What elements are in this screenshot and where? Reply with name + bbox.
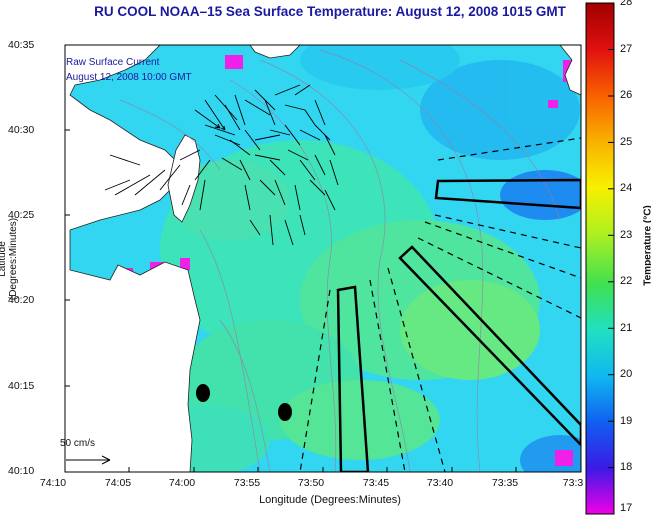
y-tick-label: 40:10 [8, 465, 35, 477]
colorbar-tick-label: 27 [620, 43, 633, 55]
colorbar-tick-label: 28 [620, 0, 633, 8]
colorbar-label: Temperature (°C) [642, 205, 651, 286]
x-tick-label: 74:00 [168, 477, 196, 489]
tick-marks [64, 44, 582, 473]
colorbar-tick-label: 17 [620, 502, 633, 514]
colorbar-tick-label: 22 [620, 275, 633, 287]
colorbar-tick-label: 21 [620, 322, 633, 334]
x-tick-label: 74:05 [104, 477, 132, 489]
x-tick-label: 73:40 [426, 477, 454, 489]
sampling-lines [299, 137, 581, 472]
colorbar-tick-label: 26 [620, 89, 633, 101]
land-ny [249, 45, 301, 59]
x-tick-label: 73:3 [562, 477, 584, 489]
scale-arrow [66, 455, 111, 465]
y-tick-label: 40:35 [8, 39, 35, 51]
mooring-dot [278, 403, 292, 421]
mooring-dot [196, 384, 210, 402]
x-axis-label: Longitude (Degrees:Minutes) [259, 494, 401, 506]
glider-boxes [336, 178, 581, 472]
colorbar-tick-label: 20 [620, 368, 633, 380]
x-tick-label: 74:10 [39, 477, 67, 489]
map-title: RU COOL NOAA–15 Sea Surface Temperature:… [94, 4, 566, 19]
colorbar-tick-label: 24 [620, 182, 633, 194]
y-tick-label: 40:15 [8, 380, 35, 392]
colorbar [585, 2, 615, 515]
colorbar-tick-label: 23 [620, 229, 633, 241]
x-tick-label: 73:50 [297, 477, 325, 489]
x-tick-label: 73:55 [233, 477, 261, 489]
scale-label: 50 cm/s [60, 438, 96, 449]
colorbar-tick-label: 18 [620, 461, 633, 473]
bathymetry-contours [119, 49, 561, 472]
land-mass [65, 45, 201, 472]
x-tick-label: 73:35 [491, 477, 519, 489]
current-vectors [104, 84, 339, 246]
y-tick-label: 40:30 [8, 124, 35, 136]
current-annotation-line1: Raw Surface Current [66, 57, 160, 68]
y-tick-label: 40:25 [8, 209, 35, 221]
sandy-hook [167, 134, 201, 223]
colorbar-tick-label: 19 [620, 415, 633, 427]
x-tick-label: 73:45 [362, 477, 390, 489]
y-axis-label: Latitude (Degrees:Minutes) [0, 217, 19, 301]
current-annotation-line2: August 12, 2008 10:00 GMT [66, 72, 192, 83]
colorbar-tick-label: 25 [620, 136, 633, 148]
colorbar-ticks [608, 2, 614, 515]
y-tick-label: 40:20 [8, 294, 35, 306]
sst-patches [150, 45, 581, 472]
